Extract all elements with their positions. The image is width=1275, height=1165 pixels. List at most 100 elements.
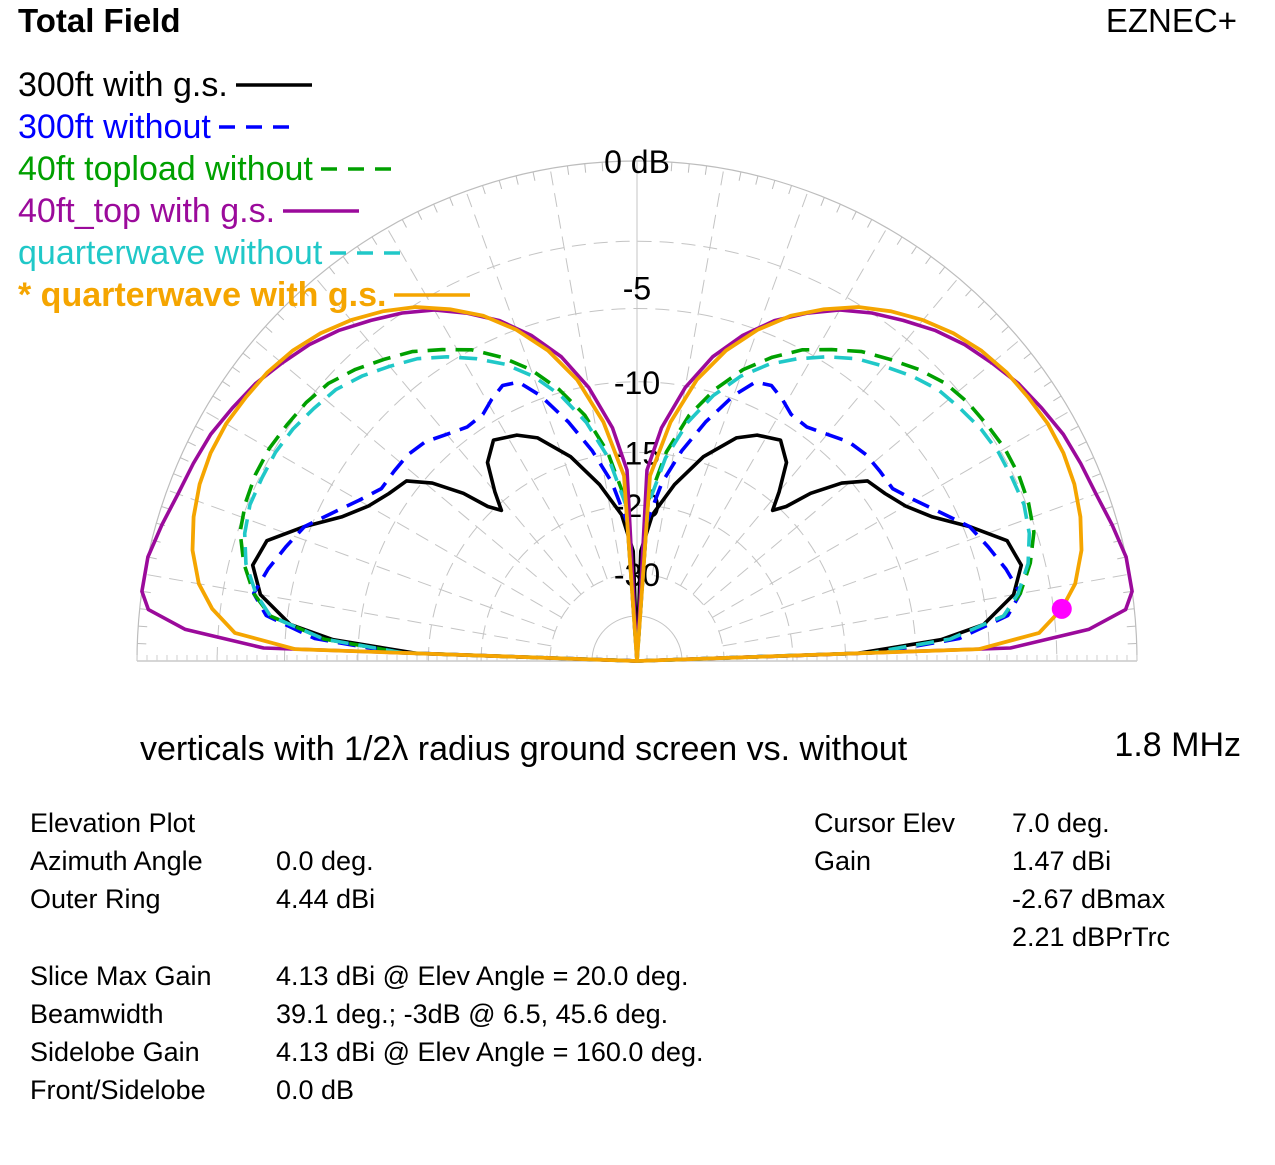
info-left-value: 4.44 dBi — [276, 884, 376, 914]
info-left-value: 4.13 dBi @ Elev Angle = 160.0 deg. — [276, 1037, 704, 1067]
outer-tick — [738, 171, 742, 181]
outer-tick — [1085, 457, 1094, 462]
legend-label: * quarterwave with g.s. — [18, 275, 387, 314]
radial-line — [666, 190, 809, 580]
brand-label: EZNEC+ — [1105, 2, 1237, 39]
trace-5 — [190, 305, 1084, 663]
radial-line — [703, 339, 1021, 606]
outer-tick — [820, 197, 825, 206]
legend-entry: quarterwave without — [18, 232, 410, 274]
outer-tick — [173, 473, 182, 478]
outer-tick — [342, 256, 349, 265]
outer-tick — [417, 211, 423, 220]
outer-tick — [896, 236, 903, 245]
outer-tick — [1033, 366, 1042, 373]
outer-tick — [433, 204, 438, 213]
outer-tick — [276, 313, 285, 321]
db-ring — [427, 451, 847, 662]
outer-tick — [138, 625, 148, 628]
outer-tick — [289, 300, 297, 309]
info-right-label: Cursor Elev — [814, 808, 956, 838]
radial-line — [692, 277, 959, 595]
outer-tick — [187, 441, 196, 447]
outer-tick — [1092, 473, 1101, 478]
legend-swatch — [320, 167, 397, 171]
radial-line — [651, 168, 725, 576]
radial-line — [712, 410, 1071, 618]
outer-tick — [989, 313, 998, 321]
outer-tick — [498, 180, 503, 190]
db-ring — [357, 381, 917, 662]
outer-tick — [938, 266, 946, 275]
outer-tick — [212, 395, 221, 402]
info-left-value: 0.0 deg. — [276, 846, 374, 876]
legend-label: quarterwave without — [18, 233, 323, 272]
outer-tick — [687, 163, 690, 173]
outer-tick — [482, 185, 486, 195]
outer-tick — [265, 326, 273, 333]
info-left-label: Outer Ring — [30, 884, 161, 914]
info-right-value: 2.21 dBPrTrc — [1012, 922, 1171, 952]
radial-line — [465, 190, 608, 580]
legend-label: 300ft with g.s. — [18, 65, 228, 104]
info-left-label: Sidelobe Gain — [30, 1037, 200, 1067]
radial-line — [718, 489, 1108, 632]
outer-tick — [371, 236, 378, 245]
outer-tick — [1070, 425, 1079, 431]
outer-tick — [328, 266, 336, 275]
outer-tick — [1053, 395, 1062, 402]
radial-line — [203, 410, 562, 618]
info-right-value: -2.67 dBmax — [1012, 884, 1166, 914]
outer-tick — [788, 185, 792, 195]
legend-entry: 300ft without — [18, 106, 299, 148]
outer-tick — [180, 457, 189, 462]
outer-tick — [670, 162, 673, 172]
outer-tick — [222, 380, 231, 387]
outer-tick — [851, 211, 857, 220]
legend-label: 300ft without — [18, 107, 211, 146]
outer-tick — [515, 175, 519, 185]
legend-entry: 300ft with g.s. — [18, 64, 316, 106]
info-left-label: Azimuth Angle — [30, 846, 203, 876]
outer-tick — [755, 175, 759, 185]
ring-label: 0 dB — [604, 144, 670, 180]
outer-tick — [584, 163, 587, 173]
polar-plot: 0 dB-5-10-15-20-30 — [136, 144, 1138, 663]
outer-tick — [1023, 352, 1032, 360]
legend-swatch — [330, 251, 407, 255]
legend-swatch — [218, 125, 295, 129]
radial-line — [166, 489, 556, 632]
radial-line — [549, 168, 623, 576]
outer-tick — [232, 366, 241, 373]
ring-label: -30 — [614, 557, 660, 593]
frequency-label: 1.8 MHz — [1114, 726, 1241, 764]
info-right-label: Gain — [814, 846, 872, 876]
legend-label: 40ft topload without — [18, 149, 313, 188]
info-left-label: Slice Max Gain — [30, 961, 212, 991]
cursor-layer — [1051, 598, 1072, 619]
legend-swatch — [235, 83, 312, 87]
info-left-value: 39.1 deg.; -3dB @ 6.5, 45.6 deg. — [276, 999, 669, 1029]
legend-entry: * quarterwave with g.s. — [18, 274, 474, 316]
legend-swatch — [283, 209, 360, 213]
info-left-label: Front/Sidelobe — [30, 1075, 206, 1105]
outer-tick — [867, 219, 873, 228]
info-left-value: 4.13 dBi @ Elev Angle = 20.0 deg. — [276, 961, 689, 991]
cursor-marker — [1051, 598, 1072, 619]
info-left-label: Beamwidth — [30, 999, 164, 1029]
outer-tick — [449, 197, 454, 206]
outer-tick — [911, 246, 918, 255]
outer-tick — [771, 180, 776, 190]
legend-entry: 40ft topload without — [18, 148, 401, 190]
outer-tick — [925, 256, 932, 265]
traces — [140, 305, 1134, 663]
legend-entry: 40ft_top with g.s. — [18, 190, 363, 232]
radial-line — [680, 227, 888, 586]
radial-line — [315, 277, 582, 595]
ring-label: -5 — [623, 270, 651, 306]
ring-label: -10 — [614, 365, 660, 401]
outer-tick — [1078, 441, 1087, 447]
plot-title: Total Field — [18, 2, 181, 39]
outer-tick — [401, 219, 407, 228]
radial-line — [144, 573, 552, 647]
